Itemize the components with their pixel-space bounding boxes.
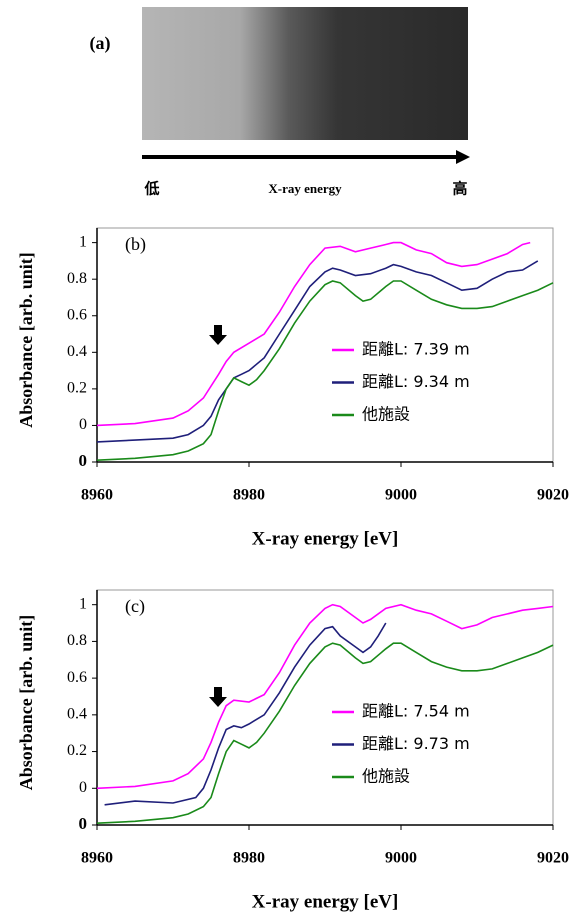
plot-frame: [97, 228, 553, 462]
y-tick-label: 0.6: [67, 306, 87, 323]
series-line: [97, 281, 553, 460]
series-line: [97, 643, 553, 823]
x-tick-label: 8980: [233, 850, 265, 867]
y-tick-label: 1: [79, 233, 87, 250]
x-tick-label: 9020: [537, 487, 569, 504]
y-tick-label: 0.4: [67, 706, 87, 723]
low-label: 低: [143, 179, 159, 197]
figure: (a) 低 X-ray energy 高 0 0 0.2 0.4 0.6 0.8 1 8960…: [0, 0, 584, 915]
panel-label: (a): [90, 33, 111, 54]
y-tick-label: 0: [79, 814, 88, 833]
y-axis-label: Absorbance [arb. unit]: [16, 615, 36, 791]
x-tick-label: 8980: [233, 487, 265, 504]
y-tick-label: 1: [79, 595, 87, 612]
x-axis-label: X-ray energy [eV]: [252, 891, 399, 912]
plot-frame: [97, 590, 553, 825]
legend-label: 距離L: 7.39 m: [362, 340, 470, 359]
x-tick-label: 8960: [81, 850, 113, 867]
high-label: 高: [452, 179, 467, 197]
panel-label: (c): [125, 596, 145, 617]
y-tick-label: 0.2: [67, 380, 87, 397]
legend-label: 他施設: [362, 405, 410, 424]
x-tick-label: 9020: [537, 850, 569, 867]
edge-arrow: [209, 325, 227, 345]
y-tick-label: 0.8: [67, 270, 87, 287]
y-tick-label: 0: [79, 416, 87, 433]
legend-label: 他施設: [362, 767, 410, 786]
y-tick-label: 0.4: [67, 343, 87, 360]
series-line: [97, 243, 530, 426]
legend-label: 距離L: 9.34 m: [362, 372, 470, 391]
energy-label: X-ray energy: [268, 181, 342, 196]
arrow-head: [456, 150, 470, 164]
series-line: [97, 261, 538, 442]
edge-arrow: [209, 687, 227, 707]
x-tick-label: 9000: [385, 487, 417, 504]
y-tick-label: 0.6: [67, 669, 87, 686]
legend-label: 距離L: 9.73 m: [362, 734, 470, 753]
panel-label: (b): [125, 234, 146, 255]
y-tick-label: 0: [79, 779, 87, 796]
y-tick-label: 0.8: [67, 632, 87, 649]
y-axis-label: Absorbance [arb. unit]: [16, 252, 36, 428]
x-axis-label: X-ray energy [eV]: [252, 528, 399, 549]
xray-image: [142, 7, 468, 140]
y-tick-label: 0.2: [67, 742, 87, 759]
x-tick-label: 8960: [81, 487, 113, 504]
y-tick-label: 0: [79, 451, 88, 470]
series-line: [97, 605, 553, 789]
x-tick-label: 9000: [385, 850, 417, 867]
legend-label: 距離L: 7.54 m: [362, 702, 470, 721]
